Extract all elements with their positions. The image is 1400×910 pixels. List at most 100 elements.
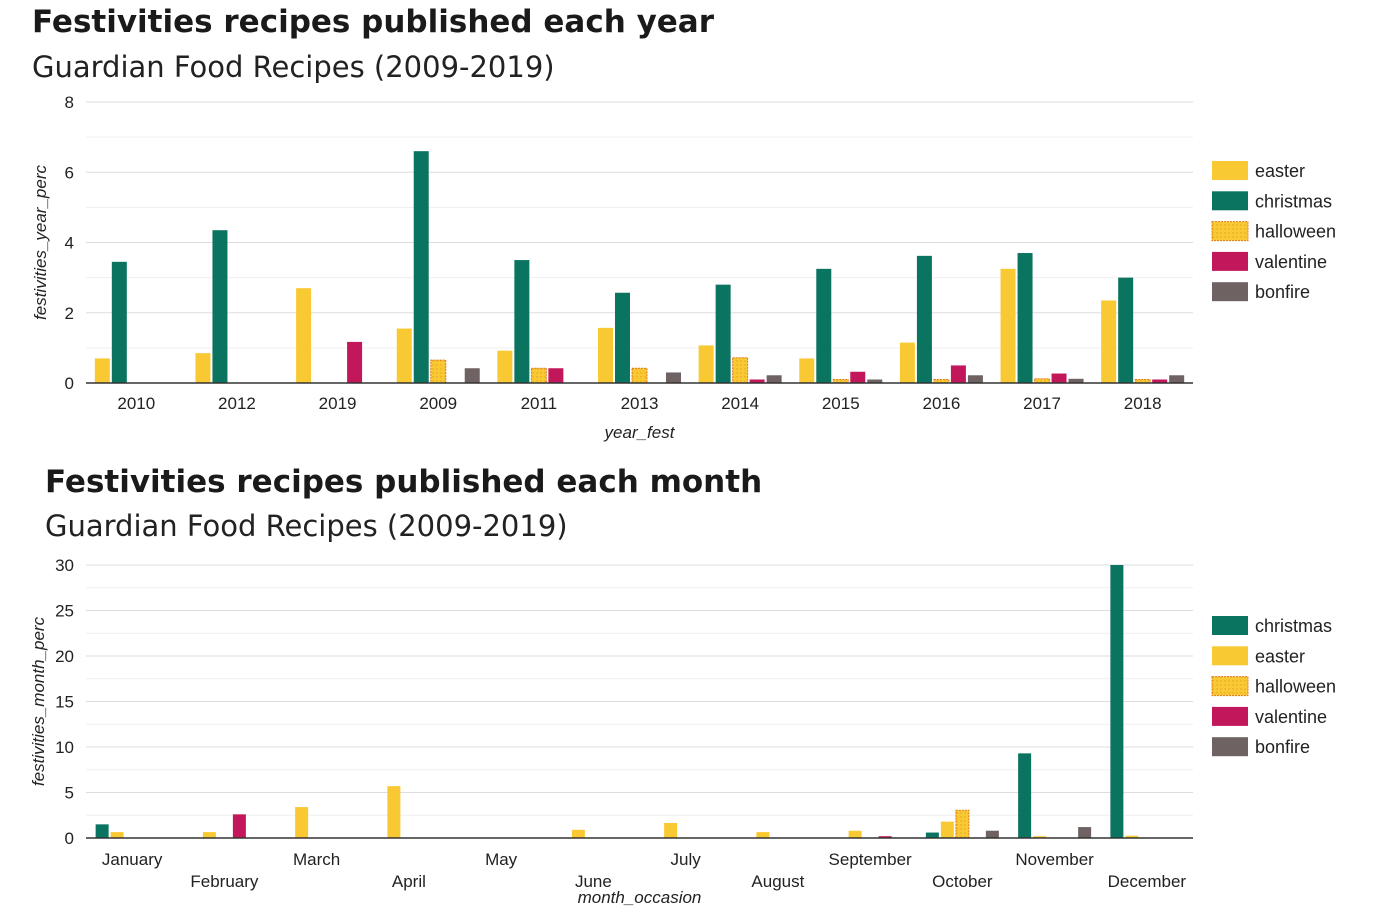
x-tick-label: 2018 <box>1124 394 1162 413</box>
legend-swatch-christmas <box>1212 616 1248 635</box>
y-tick-label: 25 <box>55 602 74 621</box>
bar-valentine-2015 <box>850 371 866 383</box>
bar-easter-november <box>1033 836 1047 838</box>
legend-label-christmas: christmas <box>1255 191 1332 211</box>
chart2-subtitle: Guardian Food Recipes (2009-2019) <box>45 509 568 543</box>
bar-christmas-2010 <box>111 261 127 383</box>
bar-bonfire-2016 <box>967 375 983 383</box>
bar-bonfire-2013 <box>666 372 681 383</box>
bar-easter-june <box>571 829 585 838</box>
bar-bonfire-2015 <box>867 379 883 383</box>
bar-halloween-2014 <box>732 357 749 384</box>
bar-easter-2009 <box>396 328 412 383</box>
legend-swatch-bonfire <box>1212 282 1248 302</box>
legend-label-easter: easter <box>1255 646 1305 666</box>
bar-halloween-2017 <box>1034 378 1051 384</box>
x-tick-label: August <box>751 872 804 891</box>
bar-easter-september <box>848 830 862 838</box>
x-tick-label: 2010 <box>117 394 155 413</box>
y-tick-label: 6 <box>65 163 74 182</box>
bar-halloween-2018 <box>1134 378 1151 384</box>
bar-christmas-2015 <box>816 268 832 383</box>
x-tick-label: 2009 <box>419 394 457 413</box>
x-tick-label: 2019 <box>319 394 357 413</box>
legend-label-valentine: valentine <box>1255 707 1327 727</box>
y-tick-label: 8 <box>65 93 74 112</box>
y-axis-label: festivities_month_perc <box>29 616 48 786</box>
bar-christmas-2011 <box>514 260 530 383</box>
bar-easter-2011 <box>497 350 513 383</box>
bar-easter-2013 <box>598 327 613 383</box>
bar-christmas-january <box>95 824 109 838</box>
x-tick-label: October <box>932 872 993 891</box>
x-tick-label: March <box>293 850 340 869</box>
legend-swatch-valentine <box>1212 706 1248 726</box>
x-tick-label: 2017 <box>1023 394 1061 413</box>
bar-christmas-2009 <box>413 151 429 383</box>
bar-halloween-2016 <box>933 378 950 384</box>
legend-swatch-valentine <box>1212 251 1248 271</box>
bar-easter-december <box>1125 835 1139 838</box>
bar-valentine-2014 <box>749 379 765 383</box>
y-axis-label: festivities_year_perc <box>31 165 50 320</box>
bar-christmas-october <box>925 832 939 838</box>
bar-bonfire-2014 <box>766 375 782 383</box>
x-tick-label: 2011 <box>521 394 558 413</box>
x-tick-label: July <box>671 850 702 869</box>
x-tick-label: 2015 <box>822 394 860 413</box>
bar-christmas-2017 <box>1017 253 1033 383</box>
legend-label-halloween: halloween <box>1255 222 1336 242</box>
bar-valentine-february <box>232 814 246 838</box>
bar-christmas-2016 <box>916 255 932 383</box>
bar-halloween-2011 <box>530 367 547 384</box>
legend-label-halloween: halloween <box>1255 677 1336 697</box>
x-tick-label: September <box>829 850 912 869</box>
bar-easter-july <box>664 822 678 838</box>
bar-valentine-2011 <box>548 368 564 383</box>
bar-bonfire-2018 <box>1169 375 1185 383</box>
x-tick-label: 2012 <box>218 394 256 413</box>
x-tick-label: 2013 <box>621 394 659 413</box>
bar-valentine-2017 <box>1051 373 1067 383</box>
x-tick-label: February <box>190 872 259 891</box>
bar-easter-2018 <box>1101 300 1117 383</box>
x-tick-label: April <box>392 872 426 891</box>
legend-label-valentine: valentine <box>1255 252 1327 272</box>
x-axis-label: year_fest <box>604 423 676 442</box>
bar-christmas-november <box>1018 753 1032 838</box>
legend-swatch-easter <box>1212 161 1248 180</box>
chart1-title: Festivities recipes published each year <box>32 4 715 40</box>
bar-valentine-2016 <box>950 365 966 383</box>
bar-easter-2016 <box>899 342 915 383</box>
bar-bonfire-2009 <box>464 368 480 383</box>
bar-easter-2012 <box>195 353 211 383</box>
month-bar-chart: 0 5 10 15 20 25 30 January February March April May… <box>29 556 1336 907</box>
bar-easter-january <box>110 832 124 838</box>
legend-swatch-easter <box>1212 646 1248 666</box>
y-tick-label: 0 <box>65 374 74 393</box>
bar-bonfire-october <box>985 830 999 838</box>
bar-easter-2019 <box>296 288 312 383</box>
y-tick-label: 0 <box>65 829 74 848</box>
x-tick-label: May <box>485 850 518 869</box>
bar-christmas-2014 <box>715 284 731 383</box>
bar-easter-october <box>940 821 954 838</box>
bar-easter-2014 <box>698 345 714 383</box>
legend-label-christmas: christmas <box>1255 616 1332 636</box>
bar-easter-2015 <box>799 358 815 383</box>
legend-swatch-halloween <box>1211 221 1249 242</box>
bar-christmas-december <box>1110 565 1124 838</box>
legend-label-bonfire: bonfire <box>1255 737 1310 757</box>
x-tick-label: 2016 <box>922 394 960 413</box>
bar-easter-2017 <box>1000 268 1016 383</box>
bar-easter-march <box>295 807 309 838</box>
legend-swatch-christmas <box>1212 191 1248 211</box>
y-tick-label: 20 <box>55 647 74 666</box>
legend-swatch-halloween <box>1211 676 1249 697</box>
legend-swatch-bonfire <box>1212 737 1248 757</box>
x-axis-label: month_occasion <box>578 888 702 907</box>
bar-easter-february <box>202 832 216 838</box>
legend-label-bonfire: bonfire <box>1255 282 1310 302</box>
chart2-title: Festivities recipes published each month <box>45 464 763 500</box>
